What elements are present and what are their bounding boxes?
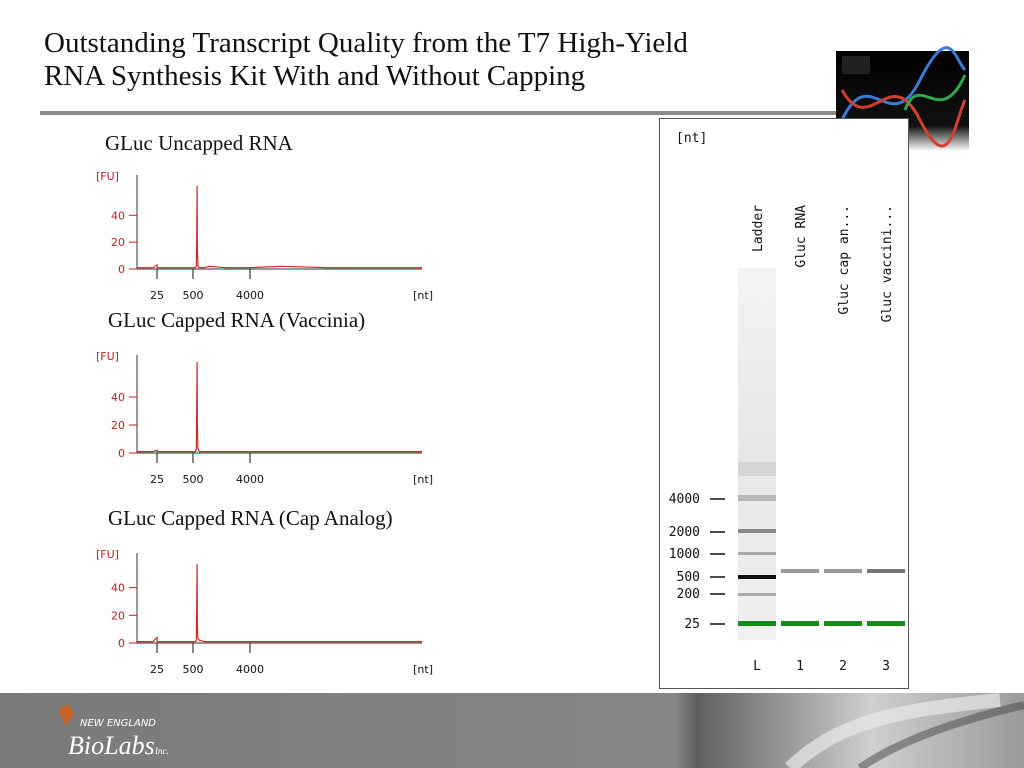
lane-label: 1 <box>796 659 804 674</box>
marker-band <box>781 621 819 626</box>
y-axis-label: [FU] <box>96 548 119 561</box>
y-tick-label: 20 <box>111 609 125 622</box>
trace <box>137 564 422 643</box>
band <box>738 495 776 501</box>
x-axis-label: [nt] <box>413 473 433 486</box>
x-tick-label: 4000 <box>236 473 264 486</box>
y-axis-label: [FU] <box>96 350 119 363</box>
logo-top: NEW ENGLAND <box>80 718 156 729</box>
divider <box>40 111 837 115</box>
x-tick-label: 500 <box>183 663 204 676</box>
ladder-label: 4000 <box>669 492 700 507</box>
x-tick-label: 500 <box>183 473 204 486</box>
chart-title: GLuc Uncapped RNA <box>105 131 294 155</box>
band <box>824 569 862 573</box>
band <box>738 593 776 596</box>
band <box>738 575 776 579</box>
electropherogram: GLuc Capped RNA (Cap Analog) [FU] 0 20 40 25 5… <box>96 506 433 676</box>
gel-image: [nt] Ladder L Gluc RNA 1 Gluc cap an... 2 Gluc… <box>659 118 909 689</box>
band <box>738 552 776 555</box>
gel-y-label: [nt] <box>676 131 707 146</box>
y-tick-label: 40 <box>111 391 125 404</box>
trace <box>137 361 422 453</box>
marker-band <box>824 621 862 626</box>
ladder-label: 1000 <box>669 547 700 562</box>
x-tick-label: 25 <box>150 473 164 486</box>
ladder-label: 2000 <box>669 525 700 540</box>
band <box>738 462 776 476</box>
marker-band <box>738 621 776 626</box>
lane-header: Gluc cap an... <box>837 205 852 315</box>
ladder-label: 500 <box>677 570 700 585</box>
y-tick-label: 0 <box>118 447 125 460</box>
lane-header: Gluc RNA <box>794 205 809 268</box>
x-axis-label: [nt] <box>413 289 433 302</box>
lane-header: Ladder <box>751 205 766 252</box>
trace <box>137 185 422 269</box>
y-tick-label: 40 <box>111 582 125 595</box>
x-axis-label: [nt] <box>413 663 433 676</box>
lane-label: 3 <box>882 659 890 674</box>
y-tick-label: 0 <box>118 637 125 650</box>
lane-label: 2 <box>839 659 847 674</box>
title-line: RNA Synthesis Kit With and Without Cappi… <box>44 60 585 92</box>
y-axis-label: [FU] <box>96 170 119 183</box>
y-tick-label: 0 <box>118 263 125 276</box>
title-line: Outstanding Transcript Quality from the … <box>44 27 688 59</box>
ladder-smear <box>738 268 776 640</box>
ladder-label: 200 <box>677 587 700 602</box>
x-tick-label: 25 <box>150 663 164 676</box>
marker-band <box>867 621 905 626</box>
lane-label: L <box>753 659 761 674</box>
electropherogram: GLuc Capped RNA (Vaccinia) [FU] 0 20 40 25 500… <box>96 308 433 486</box>
y-tick-label: 40 <box>111 209 125 222</box>
footer: NEW ENGLAND BioLabs Inc. <box>0 693 1024 768</box>
logo-butterfly <box>58 704 74 726</box>
logo-suffix: Inc. <box>154 746 169 756</box>
gel-frame <box>659 118 909 689</box>
y-tick-label: 20 <box>111 236 125 249</box>
x-tick-label: 500 <box>183 289 204 302</box>
logo-main: BioLabs <box>68 731 155 760</box>
band <box>738 529 776 533</box>
chart-title: GLuc Capped RNA (Cap Analog) <box>108 506 393 530</box>
x-tick-label: 4000 <box>236 663 264 676</box>
chart-title: GLuc Capped RNA (Vaccinia) <box>108 308 365 332</box>
x-tick-label: 4000 <box>236 289 264 302</box>
lane-header: Gluc vaccini... <box>880 205 895 322</box>
band <box>781 569 819 573</box>
x-tick-label: 25 <box>150 289 164 302</box>
band <box>867 569 905 573</box>
ladder-label: 25 <box>684 617 700 632</box>
electropherogram: GLuc Uncapped RNA [FU] 0 20 40 25 500 4000 [nt] <box>96 131 433 302</box>
y-tick-label: 20 <box>111 419 125 432</box>
